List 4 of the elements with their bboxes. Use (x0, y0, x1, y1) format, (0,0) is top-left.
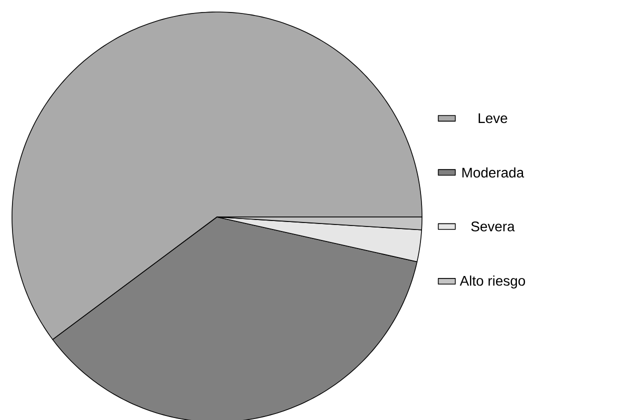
legend-label: Leve (478, 113, 508, 124)
legend-label: Severa (471, 221, 515, 232)
legend-label: Moderada (462, 167, 524, 178)
legend-label: Alto riesgo (460, 276, 526, 289)
